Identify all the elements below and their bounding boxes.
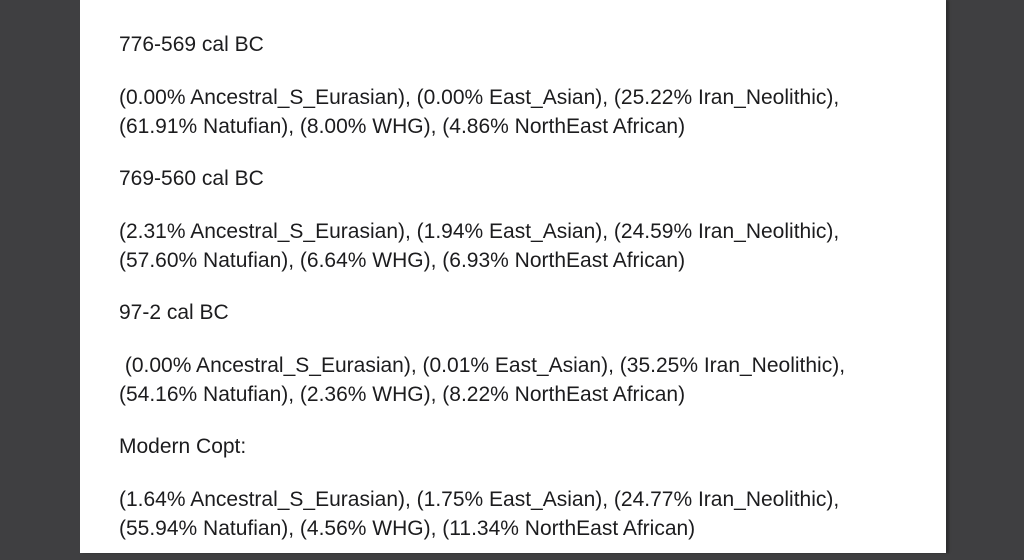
- ancestry-breakdown: (1.64% Ancestral_S_Eurasian), (1.75% Eas…: [119, 485, 916, 543]
- sample-date-heading: 769-560 cal BC: [119, 167, 264, 190]
- ancestry-line: (0.00% Ancestral_S_Eurasian), (0.00% Eas…: [119, 86, 840, 109]
- sample-date-heading: Modern Copt:: [119, 435, 247, 458]
- sample-date-heading: 776-569 cal BC: [119, 33, 264, 56]
- ancestry-breakdown: (0.00% Ancestral_S_Eurasian), (0.01% Eas…: [119, 351, 916, 409]
- document-page: 776-569 cal BC (0.00% Ancestral_S_Eurasi…: [80, 0, 946, 553]
- ancestry-breakdown: (0.00% Ancestral_S_Eurasian), (0.00% Eas…: [119, 83, 916, 141]
- ancestry-section-modern-copt: Modern Copt: (1.64% Ancestral_S_Eurasian…: [119, 432, 916, 543]
- ancestry-line: (61.91% Natufian), (8.00% WHG), (4.86% N…: [119, 115, 686, 138]
- ancestry-line: (54.16% Natufian), (2.36% WHG), (8.22% N…: [119, 383, 686, 406]
- ancestry-line: (55.94% Natufian), (4.56% WHG), (11.34% …: [119, 517, 696, 540]
- ancestry-section-97-2: 97-2 cal BC (0.00% Ancestral_S_Eurasian)…: [119, 298, 916, 409]
- sample-date-heading: 97-2 cal BC: [119, 301, 229, 324]
- ancestry-section-769-560: 769-560 cal BC (2.31% Ancestral_S_Eurasi…: [119, 164, 916, 275]
- ancestry-section-776-569: 776-569 cal BC (0.00% Ancestral_S_Eurasi…: [119, 30, 916, 141]
- ancestry-line: (2.31% Ancestral_S_Eurasian), (1.94% Eas…: [119, 220, 840, 243]
- ancestry-line: (0.00% Ancestral_S_Eurasian), (0.01% Eas…: [119, 354, 846, 377]
- ancestry-breakdown: (2.31% Ancestral_S_Eurasian), (1.94% Eas…: [119, 217, 916, 275]
- ancestry-line: (1.64% Ancestral_S_Eurasian), (1.75% Eas…: [119, 488, 840, 511]
- ancestry-line: (57.60% Natufian), (6.64% WHG), (6.93% N…: [119, 249, 686, 272]
